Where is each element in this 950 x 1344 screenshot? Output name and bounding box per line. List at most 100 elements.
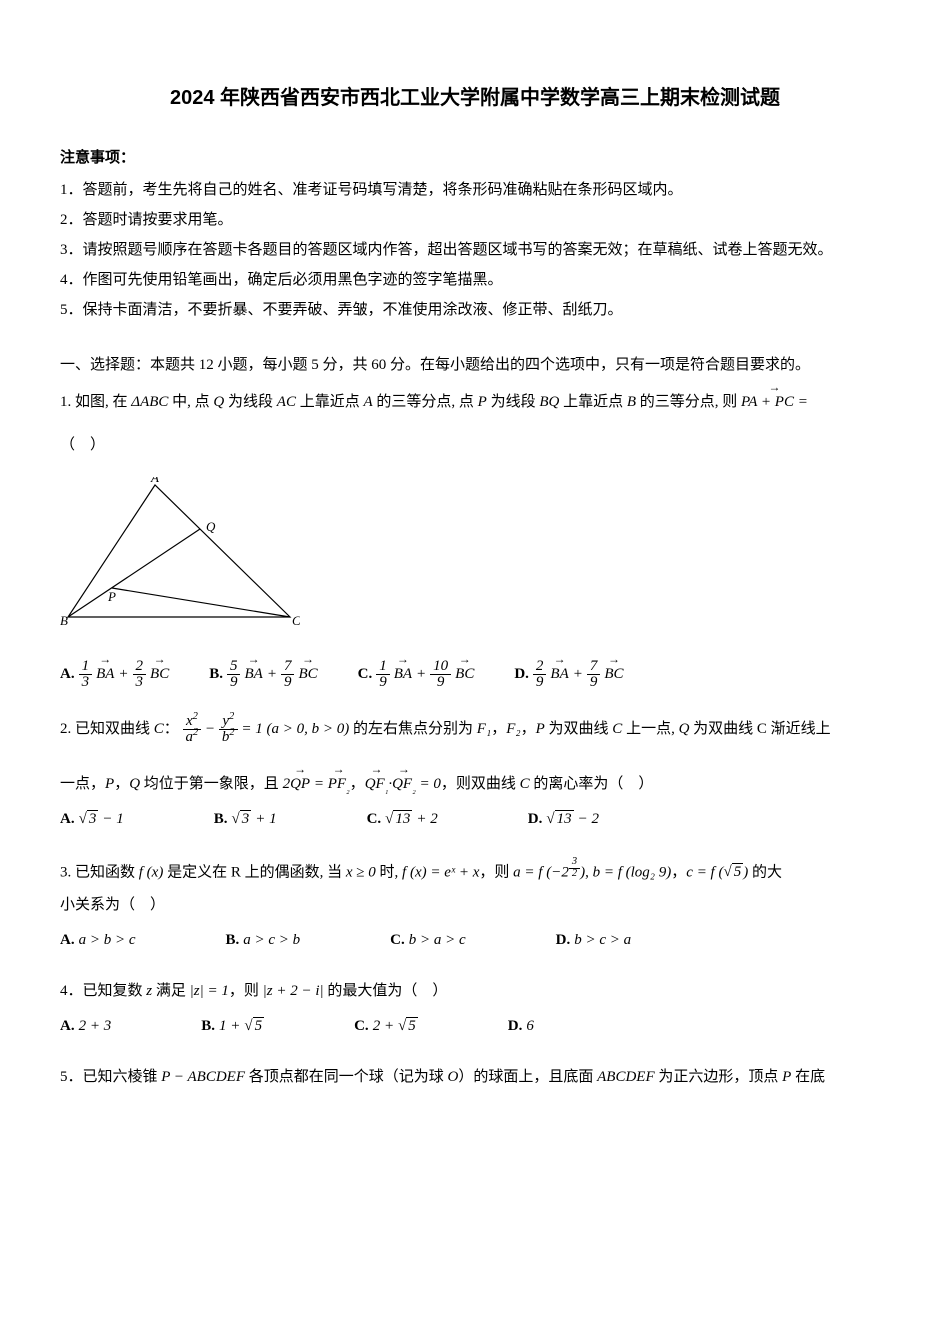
q2-line2-a: 一点， bbox=[60, 776, 105, 792]
q5-text-d: 为正六边形，顶点 bbox=[655, 1069, 783, 1085]
svg-text:P: P bbox=[107, 589, 116, 604]
q2-option-a: A.3 − 1 bbox=[60, 806, 124, 833]
q3-text-c: 上的偶函数, 当 bbox=[241, 864, 346, 880]
expr-a: 1 + bbox=[219, 1013, 240, 1040]
q4-modz: |z| = 1 bbox=[190, 983, 229, 999]
q4-option-c: C.2 + 5 bbox=[354, 1013, 418, 1040]
q3-bdef: b = f (log₂ 9) bbox=[593, 864, 672, 880]
q1-triangle: ΔABC bbox=[131, 394, 168, 410]
a: a bbox=[186, 729, 194, 745]
rad: 3 bbox=[240, 810, 252, 827]
frac-den: 3 bbox=[133, 675, 147, 690]
frac-den: 9 bbox=[430, 675, 451, 690]
rad: 5 bbox=[406, 1017, 418, 1034]
opt-label: B. bbox=[201, 1013, 215, 1040]
opt-label: C. bbox=[358, 661, 373, 688]
q3-option-c: C.b > a > c bbox=[390, 927, 466, 954]
svg-text:C: C bbox=[292, 613, 300, 627]
sqrt: 5 bbox=[723, 859, 743, 886]
sqrt: 13 bbox=[385, 806, 412, 833]
q2-cond: (a > 0, b > 0) bbox=[267, 721, 350, 737]
q4-text-c: ，则 bbox=[229, 983, 263, 999]
tail: + 2 bbox=[416, 806, 437, 833]
q2-text-a: 2. 已知双曲线 bbox=[60, 721, 154, 737]
q1-text-d: 上靠近点 bbox=[296, 394, 364, 410]
question-3: 3. 已知函数 f (x) 是定义在 R 上的偶函数, 当 x ≥ 0 时, f… bbox=[60, 857, 890, 954]
q3-text-g: ， bbox=[671, 864, 686, 880]
notice-item-3: 3．请按照题号顺序在答题卡各题目的答题区域内作答，超出答题区域书写的答案无效；在… bbox=[60, 237, 890, 264]
qf: QF bbox=[392, 776, 412, 792]
q1-text-g: 上靠近点 bbox=[559, 394, 627, 410]
frac-den: b2 bbox=[219, 730, 238, 745]
q1-option-c: C. 19 BA + 109 BC bbox=[358, 659, 475, 690]
vec-ba: BA bbox=[550, 661, 568, 688]
svg-text:B: B bbox=[60, 613, 68, 627]
frac-num: 2 bbox=[133, 659, 147, 675]
q2-rel1-pf: PF₂ bbox=[328, 771, 350, 798]
sub: ₂ bbox=[412, 784, 416, 795]
q3-text-a: 3. 已知函数 bbox=[60, 864, 139, 880]
q2-text-c2: ， bbox=[521, 721, 536, 737]
notice-block: 注意事项： 1．答题前，考生先将自己的姓名、准考证号码填写清楚，将条形码准确粘贴… bbox=[60, 144, 890, 324]
q5-text-a: 5．已知六棱锥 bbox=[60, 1069, 161, 1085]
q1-q: Q bbox=[213, 394, 224, 410]
q2-text-f: 为双曲线 C 渐近线上 bbox=[689, 721, 830, 737]
y: y bbox=[222, 713, 229, 729]
q3-option-a: A.a > b > c bbox=[60, 927, 136, 954]
question-4: 4．已知复数 z 满足 |z| = 1，则 |z + 2 − i| 的最大值为（… bbox=[60, 978, 890, 1040]
q5-text-c: ）的球面上，且底面 bbox=[458, 1069, 597, 1085]
q5-O: O bbox=[448, 1069, 459, 1085]
notice-item-4: 4．作图可先使用铅笔画出，确定后必须用黑色字迹的签字笔描黑。 bbox=[60, 267, 890, 294]
expr: 6 bbox=[526, 1013, 534, 1040]
q3-text-h: 的大 bbox=[748, 864, 782, 880]
q2-option-c: C. 13 + 2 bbox=[367, 806, 438, 833]
page-title: 2024 年陕西省西安市西北工业大学附属中学数学高三上期末检测试题 bbox=[60, 80, 890, 116]
sqrt: 5 bbox=[398, 1013, 418, 1040]
x: x bbox=[186, 713, 193, 729]
plus: + bbox=[118, 661, 128, 688]
q1-text-c: 为线段 bbox=[224, 394, 277, 410]
q1-option-a: A. 13 BA + 23 BC bbox=[60, 659, 169, 690]
expr: a > c > b bbox=[243, 927, 300, 954]
frac-num: 10 bbox=[430, 659, 451, 675]
q3-option-d: D.b > c > a bbox=[556, 927, 632, 954]
q5-P: P bbox=[782, 1069, 791, 1085]
vec-bc: BC bbox=[150, 661, 169, 688]
expr: b > c > a bbox=[574, 927, 631, 954]
minus: − bbox=[205, 721, 219, 737]
tail: − 2 bbox=[578, 806, 599, 833]
q2-q: Q bbox=[679, 721, 690, 737]
rad: 13 bbox=[393, 810, 412, 827]
q3-fdef: f (x) = eˣ + x bbox=[402, 864, 479, 880]
frac-den: 9 bbox=[376, 675, 390, 690]
opt-label: A. bbox=[60, 806, 75, 833]
q3-text-b: 是定义在 bbox=[163, 864, 231, 880]
q2-line2-b: 均位于第一象限，且 bbox=[140, 776, 283, 792]
opt-label: C. bbox=[367, 806, 382, 833]
q1-a: A bbox=[363, 394, 372, 410]
opt-label: C. bbox=[390, 927, 405, 954]
sqrt: 5 bbox=[244, 1013, 264, 1040]
q1-text-b: 中, 点 bbox=[168, 394, 213, 410]
q2-line2-c: ， bbox=[350, 776, 365, 792]
q2-text-c: ， bbox=[491, 721, 506, 737]
frac-num: 3 bbox=[569, 857, 580, 869]
vec-bc: BC bbox=[298, 661, 317, 688]
frac-den: 3 bbox=[79, 675, 93, 690]
plus: + bbox=[573, 661, 583, 688]
sqrt: 13 bbox=[546, 806, 573, 833]
vec-ba: BA bbox=[96, 661, 114, 688]
q3-xge0: x ≥ 0 bbox=[346, 864, 376, 880]
q1-b: B bbox=[627, 394, 636, 410]
q2-option-d: D.13 − 2 bbox=[528, 806, 599, 833]
opt-label: D. bbox=[514, 661, 529, 688]
q3-adef-base: 2 bbox=[561, 864, 569, 880]
frac-num: 1 bbox=[376, 659, 390, 675]
frac-den: 9 bbox=[227, 675, 241, 690]
notice-item-2: 2．答题时请按要求用笔。 bbox=[60, 207, 890, 234]
q3-cdef-a: c = f ( bbox=[686, 864, 723, 880]
q4-text-b: 满足 bbox=[152, 983, 190, 999]
q2-options: A.3 − 1 B.3 + 1 C.13 + 2 D.13 − 2 bbox=[60, 806, 890, 833]
q1-option-b: B. 59 BA + 79 BC bbox=[209, 659, 317, 690]
frac-num: x2 bbox=[183, 714, 202, 730]
